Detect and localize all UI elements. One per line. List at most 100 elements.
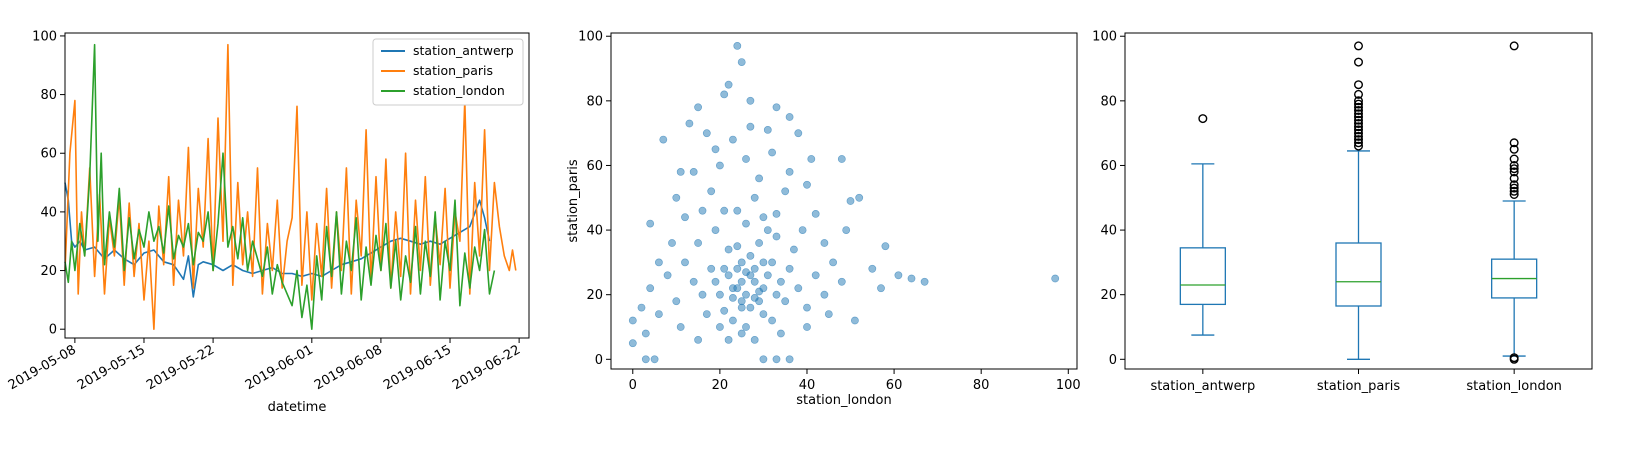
scatter-point	[798, 226, 807, 234]
outlier-point	[1353, 135, 1363, 145]
scatter-point	[781, 297, 790, 306]
scatter-point	[737, 277, 746, 286]
outlier-point	[1353, 122, 1363, 132]
scatter-point	[750, 264, 759, 273]
x-tick-label: 60	[886, 378, 903, 393]
series-line-station_paris	[64, 43, 517, 331]
outlier-point	[1353, 112, 1363, 122]
line-chart-y-axis: 0 20 40 60 80 100	[32, 29, 65, 338]
scatter-point	[707, 264, 716, 273]
scatter-xlabel: station_london	[796, 393, 892, 408]
outlier-point	[1509, 144, 1519, 154]
scatter-point	[711, 226, 720, 234]
scatter-point	[820, 239, 829, 247]
scatter-point	[720, 90, 729, 99]
scatter-point	[681, 258, 689, 267]
outlier-point	[1509, 160, 1519, 170]
scatter-point	[803, 180, 811, 189]
scatter-point	[729, 135, 737, 144]
box-station_antwerp	[1179, 114, 1226, 336]
scatter-point	[763, 125, 772, 134]
scatter-point	[724, 80, 733, 89]
scatter-chart-frame	[610, 32, 1078, 370]
scatter-point	[711, 145, 720, 154]
scatter-point	[681, 213, 689, 222]
box-station_london	[1491, 41, 1538, 364]
scatter-point	[668, 239, 676, 247]
scatter-point	[733, 42, 742, 50]
y-tick-label: 60	[1100, 159, 1117, 174]
scatter-y-axis: 0 20 40 60 80 100	[578, 30, 611, 368]
x-tick-label: 40	[799, 378, 816, 393]
box-plot-y-axis: 0 20 40 60 80 100	[1092, 30, 1125, 368]
scatter-point	[737, 303, 746, 312]
scatter-point	[694, 335, 702, 344]
scatter-point	[702, 129, 711, 138]
outlier-point	[1353, 109, 1363, 119]
scatter-point	[641, 329, 650, 338]
outlier-point	[1353, 131, 1363, 141]
outlier-point	[1509, 167, 1519, 177]
outlier-point	[1509, 138, 1519, 148]
scatter-point	[737, 58, 746, 66]
legend-box	[372, 38, 524, 106]
scatter-point	[716, 161, 724, 170]
scatter-point	[759, 213, 768, 222]
scatter-point	[920, 277, 929, 286]
scatter-point	[755, 239, 763, 247]
scatter-point	[785, 264, 794, 273]
x-tick-label: 2019-05-08	[6, 342, 79, 393]
scatter-point	[763, 226, 772, 234]
y-tick-label: 0	[595, 353, 603, 368]
scatter-point	[733, 206, 742, 215]
outlier-point	[1353, 41, 1363, 51]
line-chart-frame	[64, 32, 530, 339]
outlier-point	[1353, 99, 1363, 109]
outlier-point	[1353, 57, 1363, 67]
scatter-point	[720, 264, 729, 273]
scatter-point	[724, 335, 733, 344]
scatter-point	[777, 277, 785, 286]
scatter-point	[724, 245, 733, 254]
scatter-point	[694, 103, 702, 112]
y-tick-label: 40	[40, 205, 57, 220]
scatter-point	[729, 293, 737, 302]
x-tick-label: 20	[712, 378, 729, 393]
outlier-point	[1509, 173, 1519, 183]
scatter-point	[768, 316, 776, 325]
box-plot-x-axis: station_antwerp station_paris station_lond…	[1150, 369, 1562, 394]
scatter-point	[742, 323, 750, 331]
y-tick-label: 80	[40, 88, 57, 103]
x-tick-label: 2019-06-08	[312, 342, 385, 393]
scatter-point	[742, 268, 750, 276]
scatter-point	[733, 264, 742, 273]
outlier-point	[1353, 80, 1363, 90]
scatter-point	[689, 277, 698, 286]
scatter-point	[663, 271, 672, 280]
legend-label-antwerp: station_antwerp	[413, 43, 514, 58]
scatter-point	[716, 290, 724, 299]
outlier-point	[1509, 164, 1519, 174]
scatter-point	[742, 219, 750, 228]
scatter-point	[781, 187, 790, 196]
outlier-point	[1353, 118, 1363, 128]
scatter-point	[750, 293, 759, 302]
scatter-point	[746, 251, 755, 260]
scatter-point	[702, 310, 711, 318]
legend-label-paris: station_paris	[413, 63, 493, 78]
scatter-point	[1051, 274, 1060, 283]
scatter-point	[907, 274, 916, 283]
y-tick-label: 60	[40, 147, 57, 162]
line-chart-panel: 0 20 40 60 80 100 2019-05-082019-05-152019-05…	[6, 29, 530, 415]
x-tick-label: 2019-05-22	[144, 342, 217, 393]
scatter-point	[676, 323, 685, 331]
y-tick-label: 0	[49, 323, 57, 338]
scatter-point	[711, 277, 720, 286]
scatter-point	[646, 284, 655, 293]
scatter-point	[637, 303, 646, 312]
scatter-x-axis: 0 20 40 60 80 100	[629, 369, 1081, 393]
y-tick-label: 40	[586, 224, 603, 239]
x-tick-label: station_london	[1466, 379, 1562, 394]
scatter-point	[837, 155, 846, 163]
